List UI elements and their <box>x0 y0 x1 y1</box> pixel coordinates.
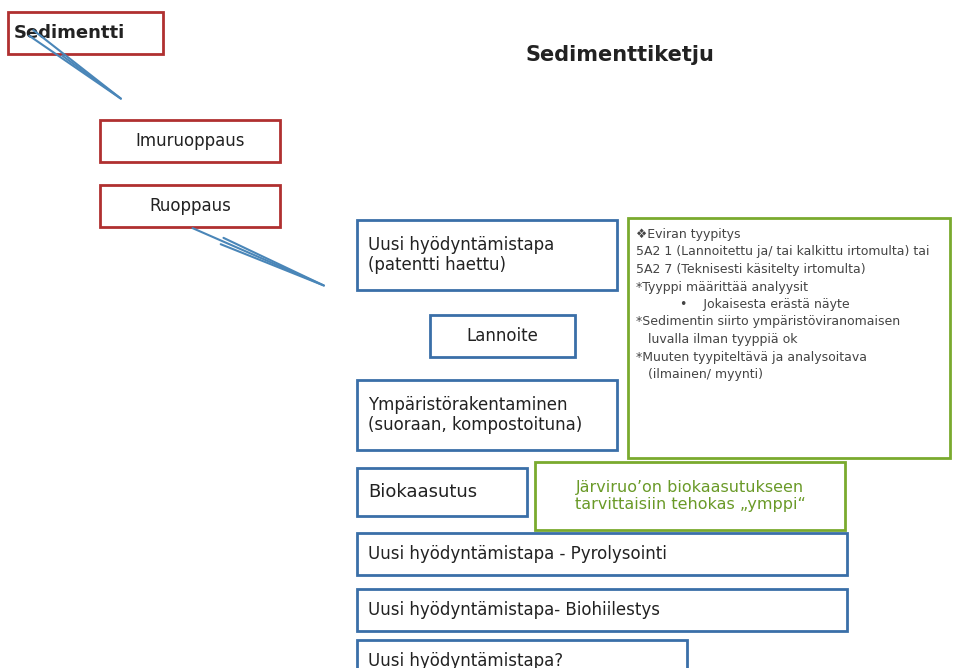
Text: Uusi hyödyntämistapa- Biohiilestys: Uusi hyödyntämistapa- Biohiilestys <box>368 601 660 619</box>
Text: Uusi hyödyntämistapa?: Uusi hyödyntämistapa? <box>368 652 564 668</box>
Text: Sedimenttiketju: Sedimenttiketju <box>525 45 714 65</box>
Text: Ruoppaus: Ruoppaus <box>149 197 231 215</box>
Bar <box>357 533 847 575</box>
Text: Imuruoppaus: Imuruoppaus <box>135 132 245 150</box>
Bar <box>357 220 617 290</box>
Bar <box>357 589 847 631</box>
Text: Ympäristörakentaminen
(suoraan, kompostoituna): Ympäristörakentaminen (suoraan, komposto… <box>368 395 583 434</box>
Bar <box>8 12 163 54</box>
Bar <box>100 120 280 162</box>
Bar <box>430 315 575 357</box>
Text: Sedimentti: Sedimentti <box>14 24 125 42</box>
Bar <box>357 640 687 668</box>
Text: Biokaasutus: Biokaasutus <box>368 483 477 501</box>
Text: ❖Eviran tyypitys
5A2 1 (Lannoitettu ja/ tai kalkittu irtomulta) tai
5A2 7 (Tekni: ❖Eviran tyypitys 5A2 1 (Lannoitettu ja/ … <box>636 228 929 381</box>
Bar <box>100 185 280 227</box>
Text: Uusi hyödyntämistapa - Pyrolysointi: Uusi hyödyntämistapa - Pyrolysointi <box>368 545 667 563</box>
Bar <box>535 462 845 530</box>
Text: Järviruo’on biokaasutukseen
tarvittaisiin tehokas „ymppi“: Järviruo’on biokaasutukseen tarvittaisii… <box>575 480 805 512</box>
Bar <box>357 380 617 450</box>
Bar <box>357 468 527 516</box>
Text: Lannoite: Lannoite <box>467 327 539 345</box>
Text: Uusi hyödyntämistapa
(patentti haettu): Uusi hyödyntämistapa (patentti haettu) <box>368 236 554 275</box>
Bar <box>628 218 950 458</box>
